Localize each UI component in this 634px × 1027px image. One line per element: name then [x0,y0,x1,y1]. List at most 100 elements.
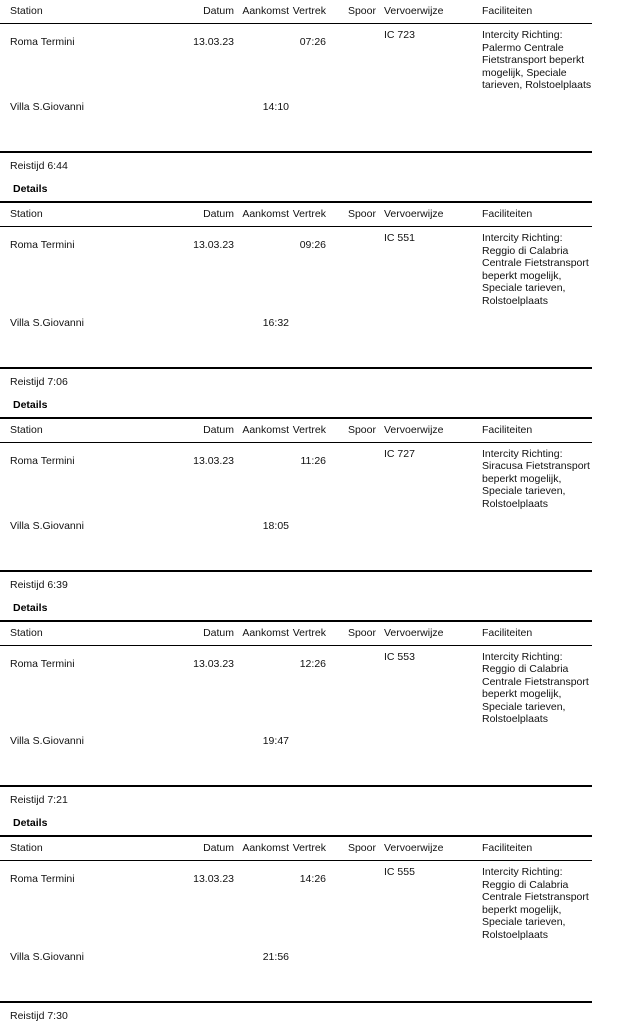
cell-vervoer: IC 555 [384,866,415,879]
table-row: Villa S.Giovanni 18:05 [0,510,592,572]
cell-spoor [326,941,376,1003]
facilities-text: Intercity Richting: Reggio di Calabria C… [482,650,589,726]
table-header-row: Station Datum Aankomst Vertrek Spoor Vervoerw… [0,200,592,227]
column-header-vervoer: Vervoerwijze [376,0,474,24]
column-header-facil: Faciliteiten [474,835,592,862]
journey-block: Details Station Datum Aankomst Vertrek Spoor V… [0,811,634,1027]
cell-aankomst: 21:56 [234,941,289,1003]
facilities-text: Intercity Richting: Siracusa Fietstransp… [482,447,590,510]
cell-spoor [326,645,376,726]
table-header-row: Station Datum Aankomst Vertrek Spoor Vervoerw… [0,0,592,24]
journey-block: Station Datum Aankomst Vertrek Spoor Vervoerw… [0,0,634,177]
cell-spoor [326,442,376,510]
column-header-spoor: Spoor [326,835,376,862]
column-header-vertrek: Vertrek [289,835,326,862]
table-row: Roma Termini 13.03.23 09:26 IC 551 Intercity… [0,226,592,307]
travel-time: Reistijd 6:39 [10,578,68,591]
table-row: Villa S.Giovanni 19:47 [0,726,592,788]
cell-facil [474,726,592,788]
column-header-aankomst: Aankomst [234,619,289,646]
schedule-table: Station Datum Aankomst Vertrek Spoor Vervoerw… [0,416,592,572]
column-header-datum: Datum [184,0,234,24]
cell-vervoer [376,91,474,153]
table-row: Villa S.Giovanni 14:10 [0,91,592,153]
cell-vertrek: 11:26 [300,454,327,467]
cell-spoor [326,510,376,572]
table-header-row: Station Datum Aankomst Vertrek Spoor Vervoerw… [0,835,592,862]
column-header-aankomst: Aankomst [234,0,289,24]
schedule-table: Station Datum Aankomst Vertrek Spoor Vervoerw… [0,619,592,788]
cell-aankomst: 14:10 [234,91,289,153]
cell-station: Villa S.Giovanni [0,307,184,369]
column-header-station: Station [0,416,184,443]
cell-station: Roma Termini [10,873,75,886]
cell-vervoer [376,307,474,369]
column-header-vervoer: Vervoerwijze [376,835,474,862]
table-header-row: Station Datum Aankomst Vertrek Spoor Vervoerw… [0,416,592,443]
column-header-datum: Datum [184,416,234,443]
column-header-station: Station [0,0,184,24]
column-header-facil: Faciliteiten [474,0,592,24]
cell-station: Roma Termini [10,657,75,670]
cell-station: Villa S.Giovanni [0,726,184,788]
column-header-facil: Faciliteiten [474,416,592,443]
cell-vertrek [289,510,326,572]
cell-facil: Intercity Richting: Siracusa Fietstransp… [474,442,592,510]
column-header-vertrek: Vertrek [289,416,326,443]
cell-datum [184,510,234,572]
cell-datum: 13.03.23 [193,36,234,48]
cell-facil: Intercity Richting: Reggio di Calabria C… [474,645,592,726]
cell-spoor [326,226,376,307]
cell-station: Roma Termini [10,36,75,48]
cell-vervoer [376,941,474,1003]
cell-vertrek [289,941,326,1003]
cell-spoor [326,861,376,942]
travel-time: Reistijd 7:06 [10,375,68,388]
cell-facil [474,307,592,369]
column-header-datum: Datum [184,200,234,227]
cell-vervoer: IC 551 [384,231,415,244]
column-header-vertrek: Vertrek [289,619,326,646]
cell-vervoer: IC 727 [384,447,415,460]
travel-time: Reistijd 7:30 [10,1009,68,1022]
column-header-aankomst: Aankomst [234,416,289,443]
cell-datum: 13.03.23 [193,454,234,467]
cell-datum: 13.03.23 [193,873,234,886]
details-label: Details [13,398,48,411]
table-row: Villa S.Giovanni 16:32 [0,307,592,369]
table-header-row: Station Datum Aankomst Vertrek Spoor Vervoerw… [0,619,592,646]
table-row: Roma Termini 13.03.23 11:26 IC 727 Intercity… [0,442,592,510]
column-header-vervoer: Vervoerwijze [376,200,474,227]
cell-vertrek [289,91,326,153]
cell-datum: 13.03.23 [193,238,234,251]
column-header-spoor: Spoor [326,0,376,24]
cell-aankomst: 18:05 [234,510,289,572]
facilities-text: Intercity Richting: Reggio di Calabria C… [482,866,589,942]
travel-time: Reistijd 7:21 [10,794,68,807]
travel-time: Reistijd 6:44 [10,159,68,172]
schedule-table: Station Datum Aankomst Vertrek Spoor Vervoerw… [0,200,592,369]
cell-aankomst: 19:47 [234,726,289,788]
cell-vertrek: 14:26 [299,873,326,886]
cell-datum [184,307,234,369]
cell-spoor [326,24,376,92]
column-header-facil: Faciliteiten [474,200,592,227]
journey-block: Details Station Datum Aankomst Vertrek Spoor V… [0,393,634,596]
cell-facil [474,510,592,572]
facilities-text: Intercity Richting: Palermo Centrale Fie… [482,29,592,92]
cell-aankomst [234,226,289,307]
column-header-station: Station [0,835,184,862]
column-header-spoor: Spoor [326,619,376,646]
cell-station: Roma Termini [10,454,75,467]
column-header-vervoer: Vervoerwijze [376,619,474,646]
cell-spoor [326,307,376,369]
cell-station: Roma Termini [10,238,75,251]
cell-aankomst: 16:32 [234,307,289,369]
details-label: Details [13,817,48,830]
journey-block: Details Station Datum Aankomst Vertrek Spoor V… [0,596,634,812]
column-header-spoor: Spoor [326,200,376,227]
cell-spoor [326,726,376,788]
column-header-vertrek: Vertrek [289,200,326,227]
cell-aankomst [234,645,289,726]
cell-vertrek: 09:26 [299,238,326,251]
